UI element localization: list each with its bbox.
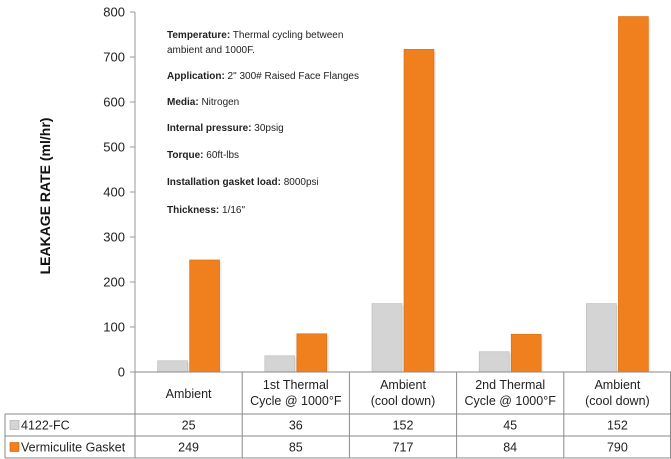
bar-vermiculite-4 — [618, 16, 649, 373]
category-label: (cool down) — [371, 394, 436, 408]
annotation-line: Internal pressure: 30psig — [167, 123, 284, 134]
y-tick-label: 400 — [103, 185, 125, 200]
y-tick-label: 800 — [103, 5, 125, 20]
annotation-value: 60ft-lbs — [203, 150, 239, 161]
y-axis: 0 100 200 300 400 500 600 700 800 — [103, 5, 136, 380]
category-label: 1st Thermal — [263, 378, 329, 392]
bar-vermiculite-0 — [189, 259, 220, 373]
y-tick-label: 300 — [103, 230, 125, 245]
data-label: 85 — [289, 441, 303, 455]
legend-swatch-vermiculite — [9, 442, 20, 452]
data-label: 25 — [182, 419, 196, 433]
annotation-value: ambient and 1000F. — [167, 45, 255, 56]
y-tick-label: 700 — [103, 50, 125, 65]
legend-label: Vermiculite Gasket — [21, 441, 126, 455]
annotation-line: Temperature: Thermal cycling between — [167, 30, 343, 41]
data-label: 152 — [607, 419, 628, 433]
annotation-label: Temperature: — [167, 30, 230, 41]
bar-4122-fc-4 — [586, 303, 617, 373]
annotation-label: Media: — [167, 97, 199, 108]
legend-swatch-4122-fc — [9, 420, 20, 430]
annotation-label: Internal pressure: — [167, 123, 251, 134]
bar-4122-fc-3 — [478, 351, 510, 373]
category-label: Cycle @ 1000°F — [250, 394, 342, 408]
legend-label: 4122-FC — [21, 419, 70, 433]
bars — [157, 16, 651, 373]
category-label: Ambient — [166, 387, 212, 401]
annotation-label: Installation gasket load: — [167, 177, 281, 188]
annotation-value: 2" 300# Raised Face Flanges — [225, 71, 359, 82]
annotation-line: Media: Nitrogen — [167, 97, 239, 108]
annotation-line: Thickness: 1/16" — [167, 205, 245, 216]
data-table: Ambient 1st Thermal Cycle @ 1000°F Ambient (… — [4, 371, 671, 459]
annotation-value: 1/16" — [219, 205, 245, 216]
test-conditions-annotation: Temperature: Thermal cycling between ambi… — [167, 30, 359, 216]
y-tick-label: 500 — [103, 140, 125, 155]
y-tick-label: 100 — [103, 320, 125, 335]
annotation-line: Installation gasket load: 8000psi — [167, 177, 319, 188]
annotation-label: Torque: — [167, 150, 203, 161]
annotation-value: 8000psi — [281, 177, 319, 188]
data-label: 790 — [607, 441, 628, 455]
annotation-label: Application: — [167, 71, 225, 82]
bar-4122-fc-0 — [157, 360, 188, 373]
bar-vermiculite-3 — [510, 333, 542, 373]
annotation-line: ambient and 1000F. — [167, 45, 255, 56]
bar-vermiculite-1 — [296, 333, 328, 373]
category-label: Cycle @ 1000°F — [465, 394, 557, 408]
annotation-line: Torque: 60ft-lbs — [167, 150, 239, 161]
y-axis-label: LEAKAGE RATE (ml/hr) — [37, 118, 53, 275]
data-label: 45 — [503, 419, 517, 433]
category-label: (cool down) — [585, 394, 650, 408]
data-label: 84 — [503, 441, 517, 455]
data-label: 249 — [178, 441, 199, 455]
y-tick-label: 200 — [103, 275, 125, 290]
annotation-value: 30psig — [251, 123, 283, 134]
data-label: 36 — [289, 419, 303, 433]
category-label: Ambient — [594, 378, 640, 392]
bar-vermiculite-2 — [403, 49, 435, 373]
annotation-label: Thickness: — [167, 205, 219, 216]
annotation-value: Nitrogen — [199, 97, 240, 108]
category-label: Ambient — [380, 378, 426, 392]
bar-4122-fc-1 — [264, 355, 296, 373]
data-label: 152 — [393, 419, 414, 433]
bar-4122-fc-2 — [371, 303, 403, 373]
y-tick-label: 600 — [103, 95, 125, 110]
annotation-line: Application: 2" 300# Raised Face Flanges — [167, 71, 359, 82]
annotation-value: Thermal cycling between — [230, 30, 343, 41]
category-label: 2nd Thermal — [475, 378, 545, 392]
y-tick-label: 0 — [118, 365, 125, 380]
data-label: 717 — [393, 441, 414, 455]
